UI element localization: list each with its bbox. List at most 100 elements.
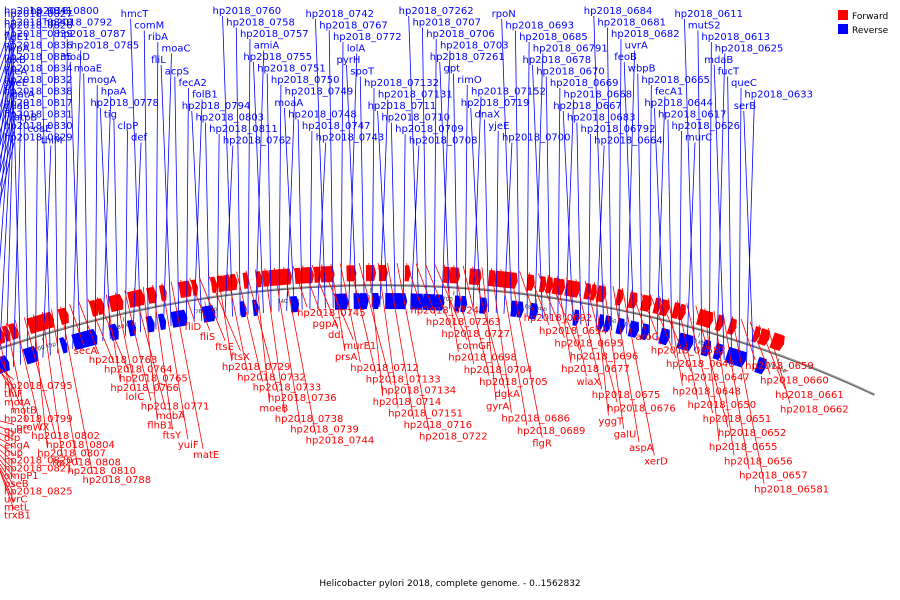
leader-line <box>302 265 323 319</box>
gene-label: moeB <box>259 404 288 415</box>
forward-gene <box>671 302 681 320</box>
leader-line <box>472 96 482 311</box>
gene-label: uvrA <box>625 41 648 52</box>
reverse-gene <box>340 293 349 310</box>
leader-line <box>767 327 791 404</box>
leader-line <box>216 133 220 319</box>
leader-line <box>519 271 535 313</box>
forward-gene <box>639 294 652 312</box>
leader-line <box>390 122 396 308</box>
leader-line <box>161 283 189 440</box>
leader-line <box>35 133 38 360</box>
gene-label: hp2018_0836 <box>4 41 73 52</box>
gene-label: dnaX <box>474 110 500 121</box>
reverse-gene <box>429 294 437 311</box>
legend: Forward Reverse <box>838 10 889 36</box>
gene-label: dfp <box>4 433 20 444</box>
forward-gene <box>7 322 19 340</box>
reverse-gene <box>372 293 381 310</box>
gene-label: hp2018_0655 <box>709 442 778 453</box>
leader-line <box>749 321 771 375</box>
gene-label: hp2018_0708 <box>409 136 478 147</box>
gene-label: hp2018_0626 <box>671 121 740 132</box>
gene-label: yjeE <box>488 121 509 132</box>
leader-line <box>481 267 497 401</box>
forward-gene <box>190 279 199 296</box>
leader-line <box>0 76 15 353</box>
leader-line <box>278 84 282 312</box>
leader-line <box>425 263 452 329</box>
leader-line <box>731 316 765 484</box>
gene-label: lolC <box>126 392 145 403</box>
gene-label: hypA <box>4 44 30 55</box>
leader-line <box>53 27 59 354</box>
leader-line <box>595 145 605 328</box>
gene-label: hp2018_0706 <box>426 29 495 40</box>
legend-reverse-swatch <box>838 24 848 34</box>
gene-label: hp2018_0652 <box>718 428 787 439</box>
leader-line <box>677 300 698 400</box>
leader-line <box>321 264 354 341</box>
gene-label: hp2018_0667 <box>553 101 622 112</box>
forward-gene <box>487 270 497 287</box>
gene-label: tig <box>104 110 117 121</box>
gene-label: hp2018_07132 <box>364 78 439 89</box>
leader-line <box>538 273 565 338</box>
leader-line <box>349 263 377 374</box>
leader-line <box>377 262 399 408</box>
leader-line <box>716 53 726 358</box>
gene-label: hp2018_0678 <box>523 55 592 66</box>
leader-line <box>317 142 327 309</box>
leader-line <box>125 130 128 336</box>
leader-line <box>503 142 513 314</box>
leader-line <box>0 370 15 389</box>
leader-line <box>618 38 622 333</box>
gene-label: hp2018_0689 <box>517 426 586 437</box>
gene-label: hp2018_0710 <box>381 113 450 124</box>
gene-label: hp2018_07133 <box>366 374 441 385</box>
reverse-gene <box>108 323 119 341</box>
gene-label: hp2018_07151 <box>388 409 463 420</box>
leader-line <box>495 130 499 313</box>
gene-label: amiA <box>254 41 280 52</box>
leader-line <box>155 41 159 330</box>
leader-line <box>23 122 29 363</box>
leader-line <box>0 467 15 494</box>
gene-label: hp2018_0832 <box>4 75 73 86</box>
leader-line <box>453 265 475 364</box>
gene-label: hup <box>4 448 23 459</box>
leader-line <box>41 311 63 457</box>
forward-gene <box>57 307 69 325</box>
gene-label: hp2018_0648 <box>672 386 741 397</box>
reverse-gene <box>157 313 167 331</box>
gene-label: hp2018_07134 <box>381 386 456 397</box>
leader-line <box>236 271 263 382</box>
leader-line <box>163 53 172 328</box>
gene-label: hp2018_0771 <box>141 402 210 413</box>
leader-line <box>64 38 68 351</box>
leader-line <box>359 76 365 308</box>
leader-line <box>72 50 82 349</box>
gene-label: hp2018_0646 <box>666 359 735 370</box>
gene-label: hp2018_0744 <box>306 435 375 446</box>
gene-label: hp2018_07261 <box>430 52 505 63</box>
leader-line <box>193 99 203 323</box>
leader-line <box>441 50 451 309</box>
gene-label: hp2018_0745 <box>297 308 366 319</box>
gene-label: fliL <box>151 55 166 66</box>
tick-mark <box>535 298 538 304</box>
reverse-gene <box>290 296 300 313</box>
gene-label: hp2018_0650 <box>688 400 757 411</box>
gene-label: ribA <box>148 32 168 43</box>
gene-label: prsA <box>335 352 358 363</box>
gene-label: hp2018_0811 <box>209 124 278 135</box>
leader-line <box>205 122 210 320</box>
forward-gene <box>627 291 638 309</box>
reverse-gene <box>572 309 580 326</box>
leader-line <box>69 303 85 346</box>
gene-label: motA <box>4 397 31 408</box>
gene-label: hp2018_0675 <box>592 390 661 401</box>
tick-mark <box>698 332 701 338</box>
gene-label: hp2018_0788 <box>83 475 152 486</box>
